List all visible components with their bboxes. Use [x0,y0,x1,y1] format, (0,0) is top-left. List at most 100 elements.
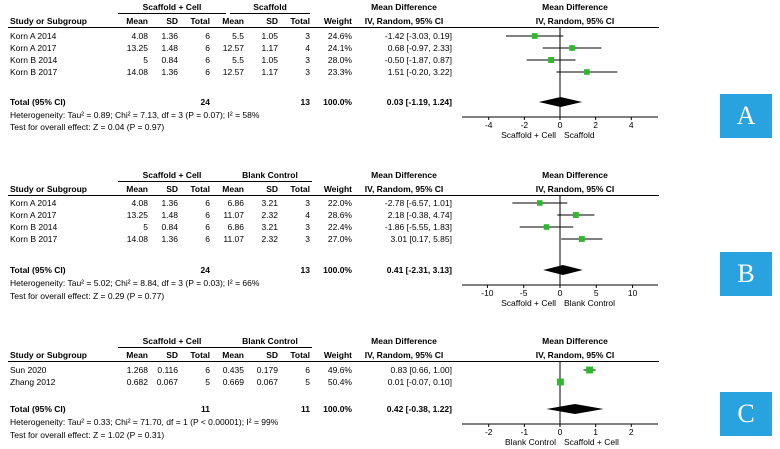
group1-header: Scaffold + Cell [142,2,202,12]
total2-value: 4 [305,210,310,220]
study-effect-marker [548,57,555,63]
group1-underline [118,347,226,348]
x-tick-label: -2 [485,427,493,437]
study-name: Korn A 2014 [10,198,57,208]
weight-value: 28.0% [327,55,352,65]
md-plot-title: Mean Difference [542,2,608,12]
total1-sum: 24 [200,97,210,107]
total1-value: 6 [205,67,210,77]
sd1-value: 0.116 [157,365,178,375]
weight-header: Weight [323,350,352,360]
sd1-value: 1.36 [161,198,178,208]
heterogeneity-text: Heterogeneity: Tau² = 0.33; Chi² = 71.70… [10,417,279,427]
md-title: Mean Difference [371,2,437,12]
x-tick-label: 2 [593,120,598,130]
header-rule [8,361,659,362]
weight-header: Weight [323,184,352,194]
sd2-header: SD [266,350,278,360]
group2-header: Blank Control [242,336,298,346]
study-column-header: Study or Subgroup [10,16,87,26]
forest-plot-b-graphic: -10 -5 0 5 10 Scaffold + Cell Blank Control [462,195,658,308]
total1-value: 6 [205,198,210,208]
weight-header: Weight [323,16,352,26]
study-effect-marker [543,224,550,230]
md-plot-method: IV, Random, 95% CI [535,184,615,194]
pooled-effect-diamond [538,97,583,107]
sd2-header: SD [266,184,278,194]
study-name: Zhang 2012 [10,377,56,387]
x-tick-label: -5 [520,288,528,298]
sd2-value: 2.32 [261,234,278,244]
total2-header: Total [290,350,310,360]
overall-effect-text: Test for overall effect: Z = 0.04 (P = 0… [10,122,165,132]
md-title: Mean Difference [371,336,437,346]
sd1-header: SD [166,184,178,194]
study-effect-marker [569,45,575,51]
weight-value: 28.6% [327,210,352,220]
mean2-header: Mean [222,16,244,26]
x-tick-label: -4 [485,120,493,130]
total-label: Total (95% CI) [10,404,66,414]
x-tick-label: -10 [481,288,494,298]
header-rule [8,195,659,196]
sd1-value: 1.48 [161,210,178,220]
group2-header: Scaffold [253,2,287,12]
md-plot-method: IV, Random, 95% CI [535,16,615,26]
total1-value: 6 [205,55,210,65]
favours-left-label: Scaffold + Cell [501,130,556,140]
total1-value: 6 [205,210,210,220]
mean2-value: 5.5 [232,55,244,65]
mean1-value: 0.682 [126,377,148,387]
total1-header: Total [190,350,210,360]
total2-sum: 13 [300,97,310,107]
group2-underline [226,347,312,348]
total1-value: 6 [205,234,210,244]
study-column-header: Study or Subgroup [10,184,87,194]
study-name: Korn A 2017 [10,43,57,53]
mean1-header: Mean [126,184,148,194]
total2-value: 3 [305,31,310,41]
mean2-value: 6.86 [227,222,244,232]
study-effect-marker [572,212,579,218]
sd2-value: 1.17 [261,43,278,53]
mean2-header: Mean [222,350,244,360]
panel-label-c: C [720,392,772,436]
mean1-value: 14.08 [126,234,148,244]
study-effect-marker [586,366,594,374]
study-effect-marker [556,378,564,386]
weight-value: 24.1% [327,43,352,53]
sd1-value: 0.84 [161,55,178,65]
total-ci: 0.41 [-2.31, 3.13] [386,265,452,275]
weight-value: 24.6% [327,31,352,41]
total2-value: 4 [305,43,310,53]
study-name: Korn B 2014 [10,222,58,232]
favours-right-label: Scaffold [564,130,595,140]
total1-value: 5 [205,377,210,387]
heterogeneity-text: Heterogeneity: Tau² = 5.02; Chi² = 8.84,… [10,278,260,288]
sd1-value: 1.36 [161,67,178,77]
mean1-value: 14.08 [126,67,148,77]
x-tick-label: -1 [521,427,529,437]
mean1-header: Mean [126,16,148,26]
total-ci: 0.42 [-0.38, 1.22] [386,404,452,414]
mean2-value: 5.5 [232,31,244,41]
study-column-header: Study or Subgroup [10,350,87,360]
study-effect-marker [584,69,590,75]
study-name: Sun 2020 [10,365,47,375]
sd1-value: 1.36 [161,31,178,41]
favours-right-label: Blank Control [564,298,615,308]
mean1-value: 13.25 [126,43,148,53]
mean2-value: 6.86 [227,198,244,208]
total1-value: 6 [205,43,210,53]
weight-value: 50.4% [327,377,352,387]
sd1-header: SD [166,16,178,26]
sd1-value: 1.48 [161,43,178,53]
ci-value: -1.86 [-5.55, 1.83] [384,222,452,232]
group2-underline [230,13,310,14]
mean1-value: 5 [143,55,148,65]
x-tick-label: 10 [628,288,638,298]
forest-plot-a-graphic: -4 -2 0 2 4 Scaffold + Cell Scaffold [462,28,658,140]
total1-value: 6 [205,222,210,232]
ci-value: -2.78 [-6.57, 1.01] [384,198,452,208]
md-title: Mean Difference [371,170,437,180]
